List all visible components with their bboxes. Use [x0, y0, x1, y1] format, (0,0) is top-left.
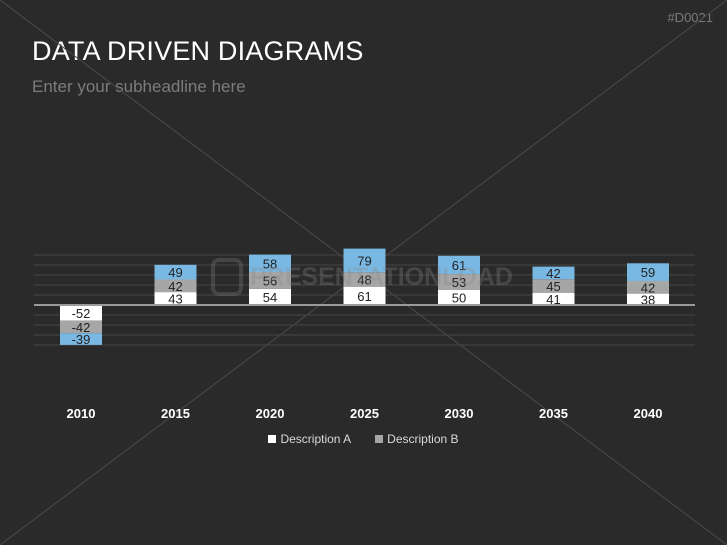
bar-value-label: -42 — [72, 320, 91, 335]
bar-segment — [154, 292, 197, 305]
bar-value-label: 41 — [546, 292, 560, 307]
bar-value-label: 42 — [168, 279, 182, 294]
x-tick-label: 2035 — [539, 406, 568, 421]
x-tick-label: 2015 — [161, 406, 190, 421]
bar-value-label: -39 — [72, 332, 91, 347]
slide-id-label: #D0021 — [667, 10, 713, 25]
legend-label: Description A — [280, 432, 352, 446]
bar-segment — [154, 279, 197, 293]
legend-swatch — [268, 435, 277, 443]
x-tick-label: 2010 — [67, 406, 96, 421]
bar-segment — [627, 263, 669, 281]
bar-segment — [60, 305, 102, 321]
bar-segment — [438, 274, 480, 290]
legend-item: Description B — [375, 432, 459, 446]
watermark-text: PRESENTATIONLOAD — [250, 263, 513, 291]
bar-segment — [532, 266, 575, 280]
bar-segment — [438, 255, 480, 275]
bar-value-label: 50 — [452, 291, 466, 306]
x-tick-label: 2040 — [634, 406, 663, 421]
bar-value-label: 45 — [546, 279, 560, 294]
bar-value-label: 53 — [452, 275, 466, 290]
bar-segment — [154, 264, 197, 280]
legend-label: Description B — [387, 432, 459, 446]
legend-swatch — [375, 435, 384, 443]
bar-segment — [343, 272, 386, 287]
bar-value-label: 42 — [546, 266, 560, 281]
bar-value-label: 42 — [641, 280, 655, 295]
bar-segment — [627, 281, 669, 294]
bar-value-label: 38 — [641, 292, 655, 307]
bar-segment — [343, 248, 386, 273]
x-tick-label: 2025 — [350, 406, 379, 421]
bar-value-label: 58 — [263, 256, 277, 271]
bar-segment — [532, 279, 575, 293]
bar-value-label: -52 — [72, 306, 91, 321]
watermark-logo-icon — [211, 258, 243, 296]
bar-value-label: 61 — [452, 258, 466, 273]
legend-item: Description A — [268, 432, 351, 446]
bar-segment — [249, 272, 291, 289]
bar-segment — [60, 333, 102, 345]
bar-value-label: 54 — [263, 290, 277, 305]
bar-segment — [249, 254, 291, 272]
x-tick-label: 2030 — [445, 406, 474, 421]
x-tick-label: 2020 — [256, 406, 285, 421]
bar-value-label: 49 — [168, 265, 182, 280]
slide-title: DATA DRIVEN DIAGRAMS — [32, 36, 364, 66]
bar-value-label: 79 — [357, 253, 371, 268]
bar-value-label: 48 — [357, 273, 371, 288]
bar-value-label: 56 — [263, 273, 277, 288]
bar-value-label: 61 — [357, 289, 371, 304]
chart-legend: Description A Description B — [0, 432, 727, 446]
bar-segment — [438, 290, 480, 305]
bar-segment — [60, 320, 102, 334]
bar-segment — [532, 292, 575, 305]
bar-value-label: 43 — [168, 292, 182, 307]
bar-segment — [343, 286, 386, 305]
bar-value-label: 59 — [641, 265, 655, 280]
bar-segment — [627, 293, 669, 305]
bar-segment — [249, 288, 291, 305]
slide-subtitle: Enter your subheadline here — [32, 77, 246, 96]
